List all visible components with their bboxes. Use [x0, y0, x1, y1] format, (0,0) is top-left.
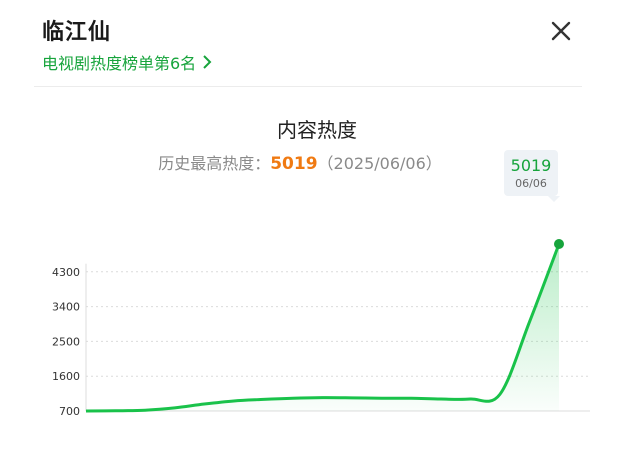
- history-label: 历史最高热度：: [158, 154, 271, 173]
- y-tick-label: 3400: [52, 301, 80, 314]
- close-button[interactable]: [546, 16, 576, 46]
- tooltip-date: 06/06: [515, 177, 547, 190]
- y-tick-label: 1600: [52, 370, 80, 383]
- section-title: 内容热度: [277, 118, 357, 142]
- history-peak-date: （2025/06/06）: [317, 154, 442, 173]
- peak-point[interactable]: [554, 239, 564, 249]
- y-tick-label: 2500: [52, 335, 80, 348]
- history-peak-value: 5019: [270, 154, 318, 174]
- chevron-right-icon: [202, 55, 212, 69]
- series-area: [86, 244, 559, 411]
- tooltip-value: 5019: [510, 156, 552, 175]
- close-icon: [551, 21, 571, 41]
- history-peak-line: 历史最高热度：5019（2025/06/06）: [0, 150, 600, 174]
- series-line: [85, 243, 561, 413]
- peak-tooltip: 5019 06/06: [504, 150, 560, 202]
- ranking-link-label: 电视剧热度榜单第6名: [42, 54, 197, 73]
- ranking-link[interactable]: 电视剧热度榜单第6名: [42, 50, 212, 74]
- drama-title: 临江仙: [42, 20, 112, 45]
- y-tick-label: 700: [59, 405, 80, 418]
- y-tick-label: 4300: [52, 266, 80, 279]
- header-divider: [34, 86, 582, 87]
